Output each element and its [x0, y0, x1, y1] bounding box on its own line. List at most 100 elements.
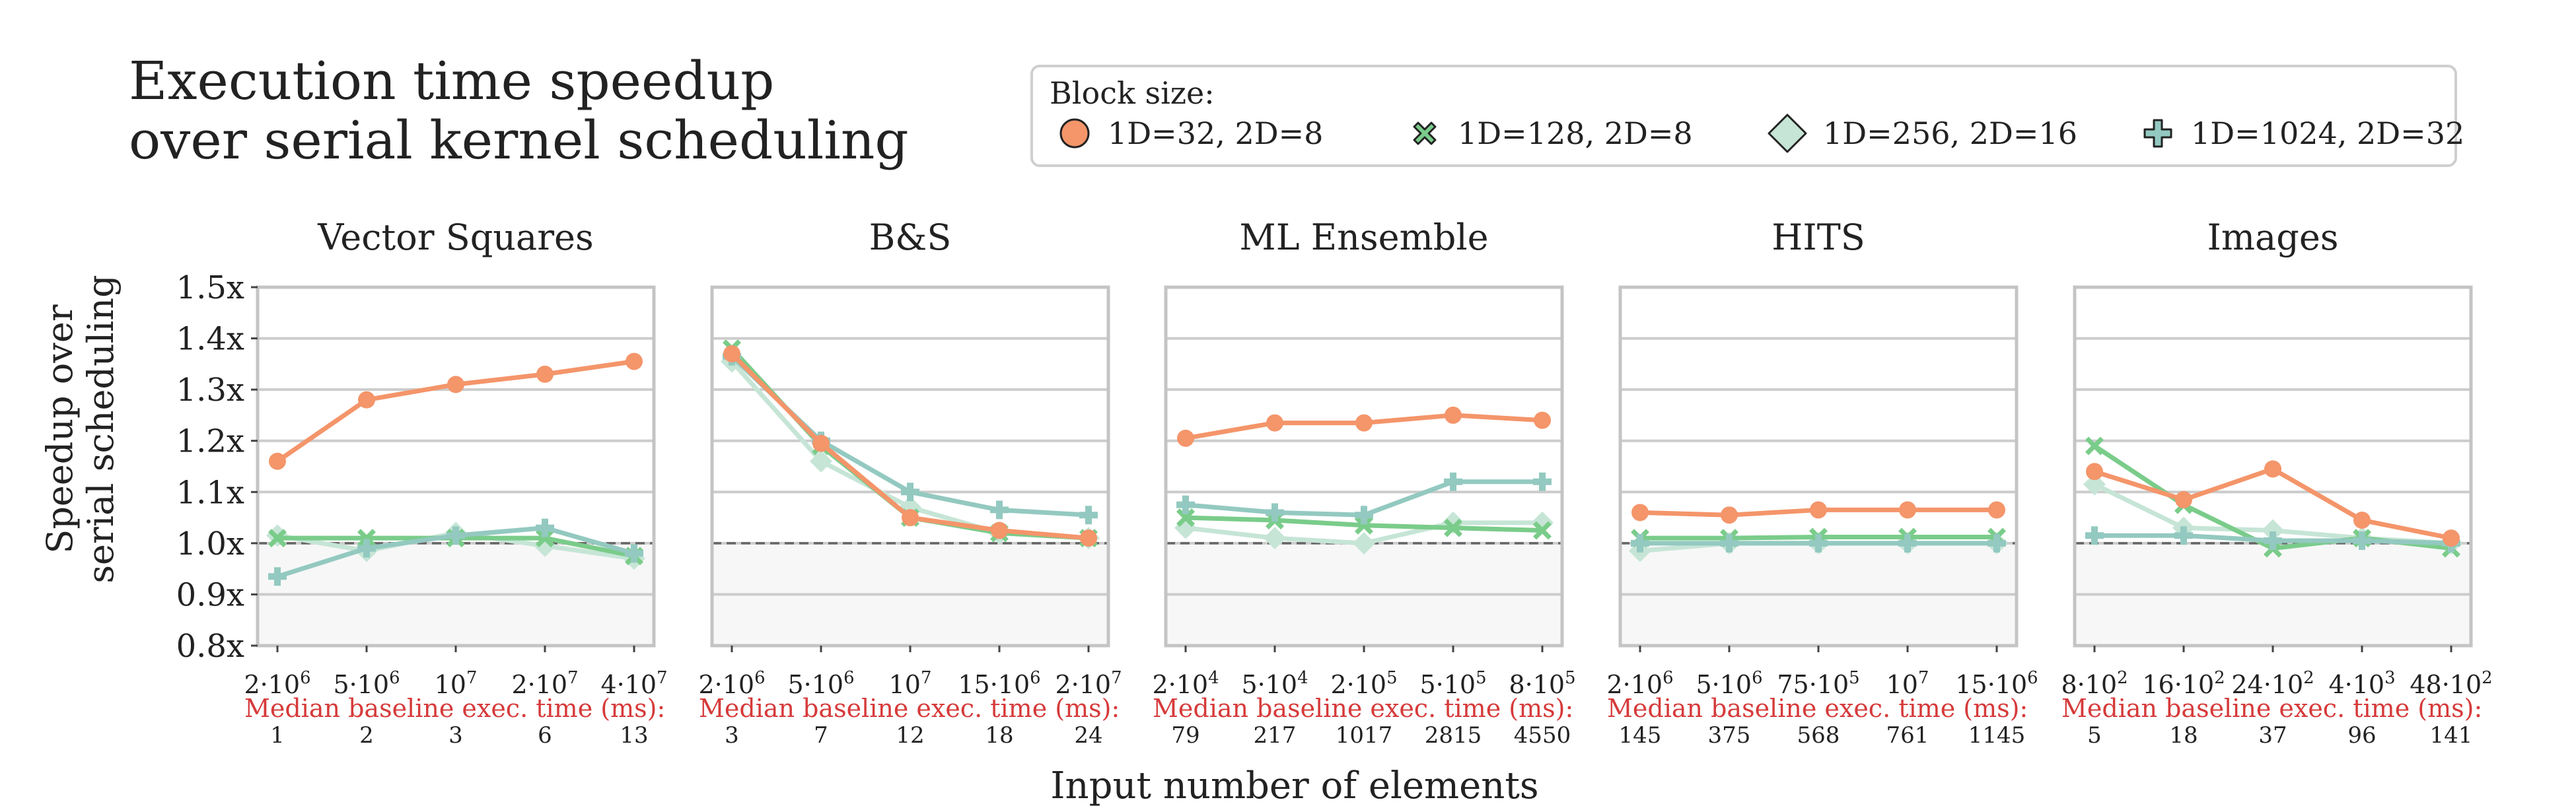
- baseline-time-label: 217: [1254, 722, 1297, 749]
- data-point-circle: [2443, 529, 2460, 547]
- data-point-circle: [1445, 406, 1462, 424]
- baseline-time-label: 3: [448, 722, 463, 749]
- legend-marker-circle: [1059, 118, 1090, 149]
- data-point-circle: [2175, 491, 2192, 508]
- baseline-time-label: 2815: [1425, 722, 1482, 749]
- baseline-time-caption: Median baseline exec. time (ms):: [699, 694, 1120, 723]
- panel-title: ML Ensemble: [1239, 217, 1488, 258]
- x-tick-label: 2·106: [698, 668, 765, 699]
- legend-marker-x: [1413, 121, 1437, 145]
- data-point-plus: [990, 500, 1009, 520]
- y-tick-label: 0.8x: [176, 628, 244, 665]
- panel-2: ML Ensemble 2·104 79 5·104 217 2·105 1017 5·105…: [1152, 217, 1575, 749]
- data-point-x: [268, 529, 287, 548]
- chart-title-line-1: Execution time speedup: [129, 50, 775, 112]
- data-point-circle: [812, 434, 830, 452]
- x-tick-label: 5·105: [1419, 668, 1486, 699]
- baseline-time-label: 145: [1619, 722, 1662, 749]
- legend-marker-diamond: [1768, 114, 1807, 153]
- data-point-circle: [1988, 501, 2005, 519]
- data-point-plus: [1355, 506, 1373, 525]
- data-point-plus: [1809, 533, 1828, 553]
- data-point-diamond: [2262, 519, 2284, 542]
- legend-label-1d1024: 1D=1024, 2D=32: [2191, 116, 2465, 151]
- data-point-x: [1444, 518, 1462, 537]
- baseline-time-label: 18: [985, 722, 1013, 749]
- baseline-time-label: 6: [538, 722, 552, 749]
- legend-label-1d128: 1D=128, 2D=8: [1458, 116, 1693, 151]
- data-point-plus: [2264, 531, 2282, 550]
- baseline-time-label: 37: [2258, 722, 2287, 749]
- x-tick-label: 5·106: [333, 668, 400, 699]
- data-point-plus: [1898, 533, 1917, 553]
- legend-item-1d128: 1D=128, 2D=8: [1406, 114, 1693, 153]
- x-tick-label: 15·106: [958, 668, 1040, 699]
- x-tick-label: 5·106: [787, 668, 854, 699]
- x-tick-label: 75·105: [1777, 668, 1859, 699]
- x-tick-label: 5·104: [1241, 668, 1308, 699]
- x-tick-label: 48·102: [2410, 668, 2492, 699]
- data-point-circle: [1080, 529, 1097, 547]
- x-tick-label: 107: [435, 668, 478, 699]
- data-point-plus: [1079, 506, 1098, 525]
- x-tick-label: 2·107: [511, 668, 578, 699]
- data-point-plus: [1176, 495, 1195, 514]
- data-point-diamond: [810, 450, 832, 473]
- data-point-plus: [536, 518, 554, 537]
- data-point-plus: [625, 544, 643, 563]
- x-tick-label: 16·102: [2142, 668, 2225, 699]
- data-point-plus: [1720, 533, 1738, 553]
- baseline-time-label: 761: [1886, 722, 1929, 749]
- panel-title: Images: [2207, 217, 2339, 258]
- y-tick-label: 1.2x: [176, 423, 244, 460]
- baseline-time-label: 79: [1171, 722, 1199, 749]
- baseline-time-caption: Median baseline exec. time (ms):: [1153, 694, 1573, 723]
- legend-label-1d256: 1D=256, 2D=16: [1823, 116, 2077, 151]
- baseline-time-label: 5: [2087, 722, 2102, 749]
- baseline-time-label: 24: [1074, 722, 1102, 749]
- data-point-x: [1176, 508, 1195, 527]
- data-point-circle: [1810, 501, 1827, 519]
- data-point-circle: [1899, 501, 1916, 519]
- baseline-time-label: 141: [2430, 722, 2473, 749]
- data-point-plus: [2174, 526, 2193, 545]
- data-point-plus: [447, 526, 465, 545]
- panel-title: B&S: [869, 217, 952, 258]
- data-point-x: [2085, 436, 2104, 456]
- y-tick-label: 1.3x: [176, 372, 244, 409]
- baseline-time-caption: Median baseline exec. time (ms):: [2061, 694, 2482, 723]
- data-point-circle: [1534, 411, 1551, 429]
- baseline-time-label: 96: [2347, 722, 2376, 749]
- legend-label-1d32: 1D=32, 2D=8: [1108, 116, 1324, 151]
- chart-title: Execution time speedup over serial kerne…: [129, 51, 987, 170]
- x-tick-label: 4·103: [2328, 668, 2395, 699]
- data-point-circle: [902, 509, 919, 527]
- baseline-time-label: 4550: [1514, 722, 1571, 749]
- baseline-time-label: 7: [814, 722, 828, 749]
- data-point-circle: [2264, 460, 2281, 478]
- y-tick-label: 1.5x: [176, 269, 244, 306]
- legend-item-1d1024: 1D=1024, 2D=32: [2139, 114, 2464, 153]
- x-axis-title: Input number of elements: [1050, 764, 1539, 807]
- data-point-plus: [2085, 526, 2104, 545]
- x-tick-label: 2·107: [1055, 668, 1122, 699]
- data-point-circle: [358, 391, 375, 409]
- data-point-diamond: [2083, 473, 2106, 496]
- panel-title: HITS: [1771, 217, 1865, 258]
- x-tick-label: 8·105: [1509, 668, 1575, 699]
- baseline-time-label: 375: [1708, 722, 1751, 749]
- baseline-time-label: 568: [1797, 722, 1840, 749]
- x-tick-label: 107: [1886, 668, 1929, 699]
- data-point-circle: [269, 452, 286, 470]
- baseline-time-caption: Median baseline exec. time (ms):: [244, 694, 665, 723]
- baseline-time-caption: Median baseline exec. time (ms):: [1607, 694, 2028, 723]
- baseline-time-label: 1: [270, 722, 285, 749]
- baseline-time-label: 1145: [1968, 722, 2026, 749]
- x-tick-label: 107: [889, 668, 932, 699]
- data-point-circle: [1266, 414, 1283, 432]
- data-point-plus: [1444, 472, 1462, 491]
- data-point-circle: [536, 365, 554, 383]
- panel-3: HITS 2·106 145 5·106 375 75·105 568 107 761 15·10…: [1606, 217, 2038, 749]
- x-tick-label: 24·102: [2231, 668, 2314, 699]
